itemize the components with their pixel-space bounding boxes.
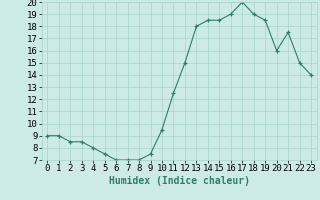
X-axis label: Humidex (Indice chaleur): Humidex (Indice chaleur) xyxy=(109,176,250,186)
